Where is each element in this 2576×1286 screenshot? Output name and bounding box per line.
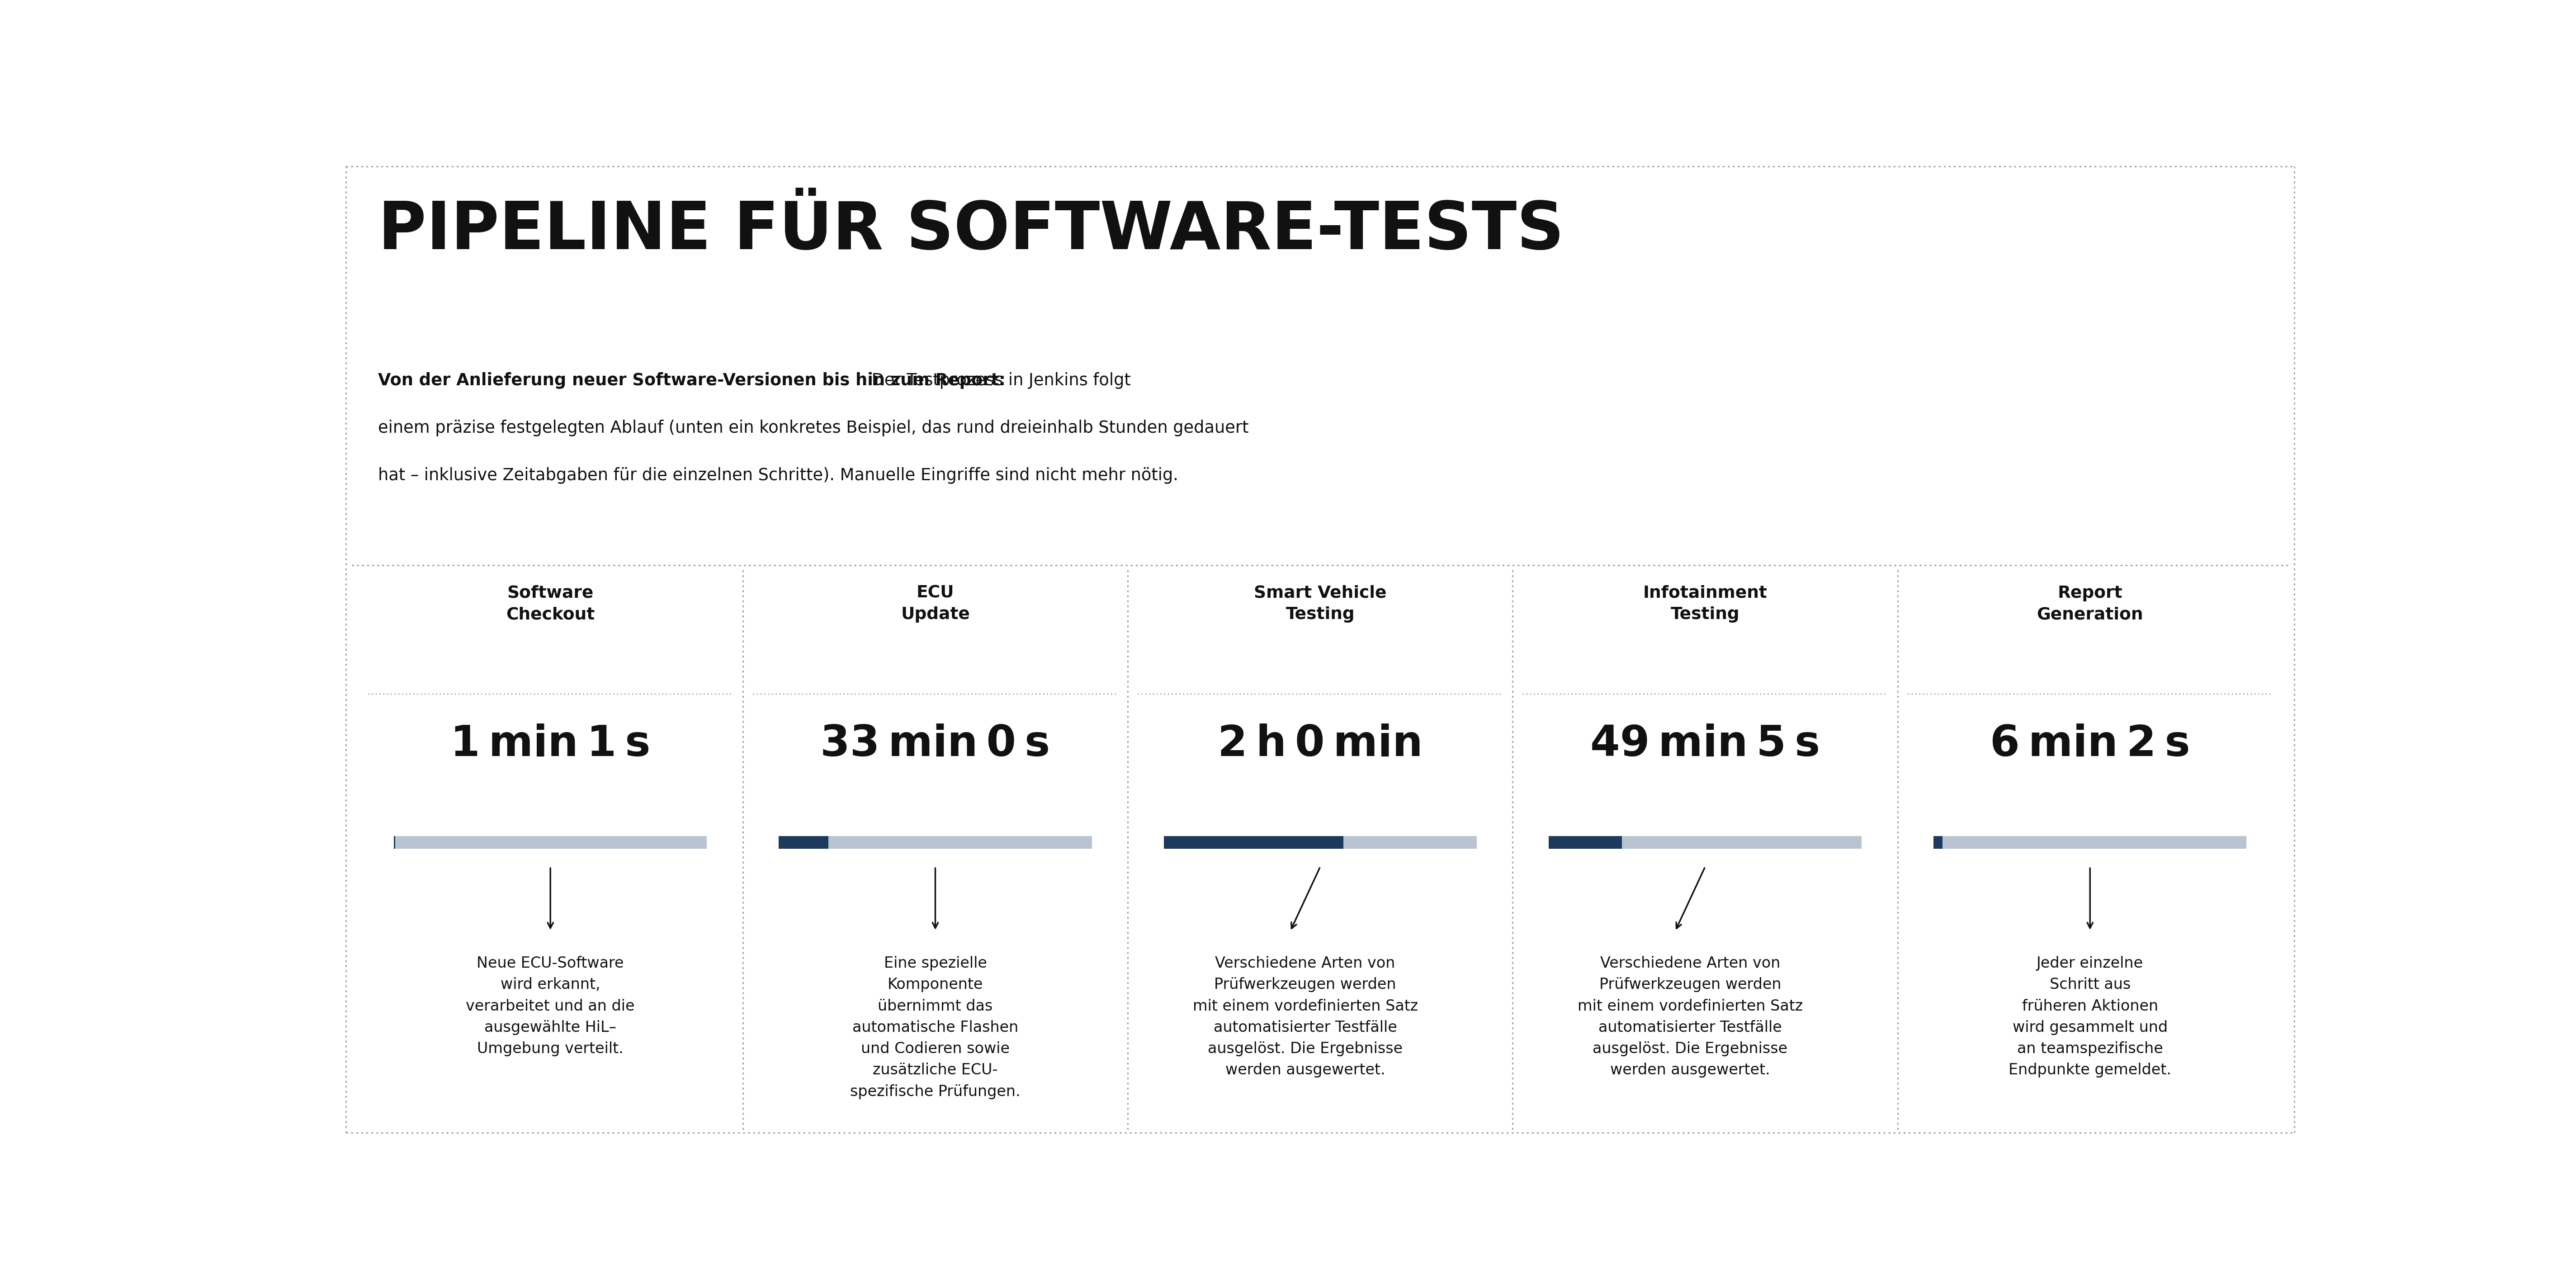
Bar — [1548, 836, 1623, 849]
Text: Eine spezielle
Komponente
übernimmt das
automatische Flashen
und Codieren sowie
: Eine spezielle Komponente übernimmt das … — [850, 955, 1020, 1100]
Text: Software
Checkout: Software Checkout — [505, 585, 595, 622]
Text: Von der Anlieferung neuer Software-Versionen bis hin zum Report:: Von der Anlieferung neuer Software-Versi… — [379, 372, 1005, 388]
Text: Report
Generation: Report Generation — [2038, 585, 2143, 622]
Bar — [1164, 836, 1476, 849]
Text: 1 min 1 s: 1 min 1 s — [451, 724, 649, 765]
Text: 2 h 0 min: 2 h 0 min — [1218, 724, 1422, 765]
Bar — [1164, 836, 1342, 849]
Text: Verschiedene Arten von
Prüfwerkzeugen werden
mit einem vordefinierten Satz
autom: Verschiedene Arten von Prüfwerkzeugen we… — [1577, 955, 1803, 1078]
Text: PIPELINE FÜR SOFTWARE-TESTS: PIPELINE FÜR SOFTWARE-TESTS — [379, 199, 1564, 262]
Text: Der Testprozess in Jenkins folgt: Der Testprozess in Jenkins folgt — [866, 372, 1131, 388]
Text: 33 min 0 s: 33 min 0 s — [819, 724, 1051, 765]
Text: Verschiedene Arten von
Prüfwerkzeugen werden
mit einem vordefinierten Satz
autom: Verschiedene Arten von Prüfwerkzeugen we… — [1193, 955, 1417, 1078]
Text: Jeder einzelne
Schritt aus
früheren Aktionen
wird gesammelt und
an teamspezifisc: Jeder einzelne Schritt aus früheren Akti… — [2009, 955, 2172, 1078]
Text: einem präzise festgelegten Ablauf (unten ein konkretes Beispiel, das rund dreiei: einem präzise festgelegten Ablauf (unten… — [379, 419, 1249, 436]
Text: 49 min 5 s: 49 min 5 s — [1589, 724, 1821, 765]
Bar — [394, 836, 706, 849]
Text: 6 min 2 s: 6 min 2 s — [1989, 724, 2190, 765]
Text: Infotainment
Testing: Infotainment Testing — [1643, 585, 1767, 622]
Bar — [1548, 836, 1862, 849]
Text: hat – inklusive Zeitabgaben für die einzelnen Schritte). Manuelle Eingriffe sind: hat – inklusive Zeitabgaben für die einz… — [379, 467, 1177, 484]
Bar — [1935, 836, 1942, 849]
Text: Smart Vehicle
Testing: Smart Vehicle Testing — [1255, 585, 1386, 622]
Bar — [778, 836, 827, 849]
Bar — [1935, 836, 2246, 849]
Text: Neue ECU-Software
wird erkannt,
verarbeitet und an die
ausgewählte HiL–
Umgebung: Neue ECU-Software wird erkannt, verarbei… — [466, 955, 634, 1056]
Text: ECU
Update: ECU Update — [902, 585, 969, 622]
Bar — [778, 836, 1092, 849]
